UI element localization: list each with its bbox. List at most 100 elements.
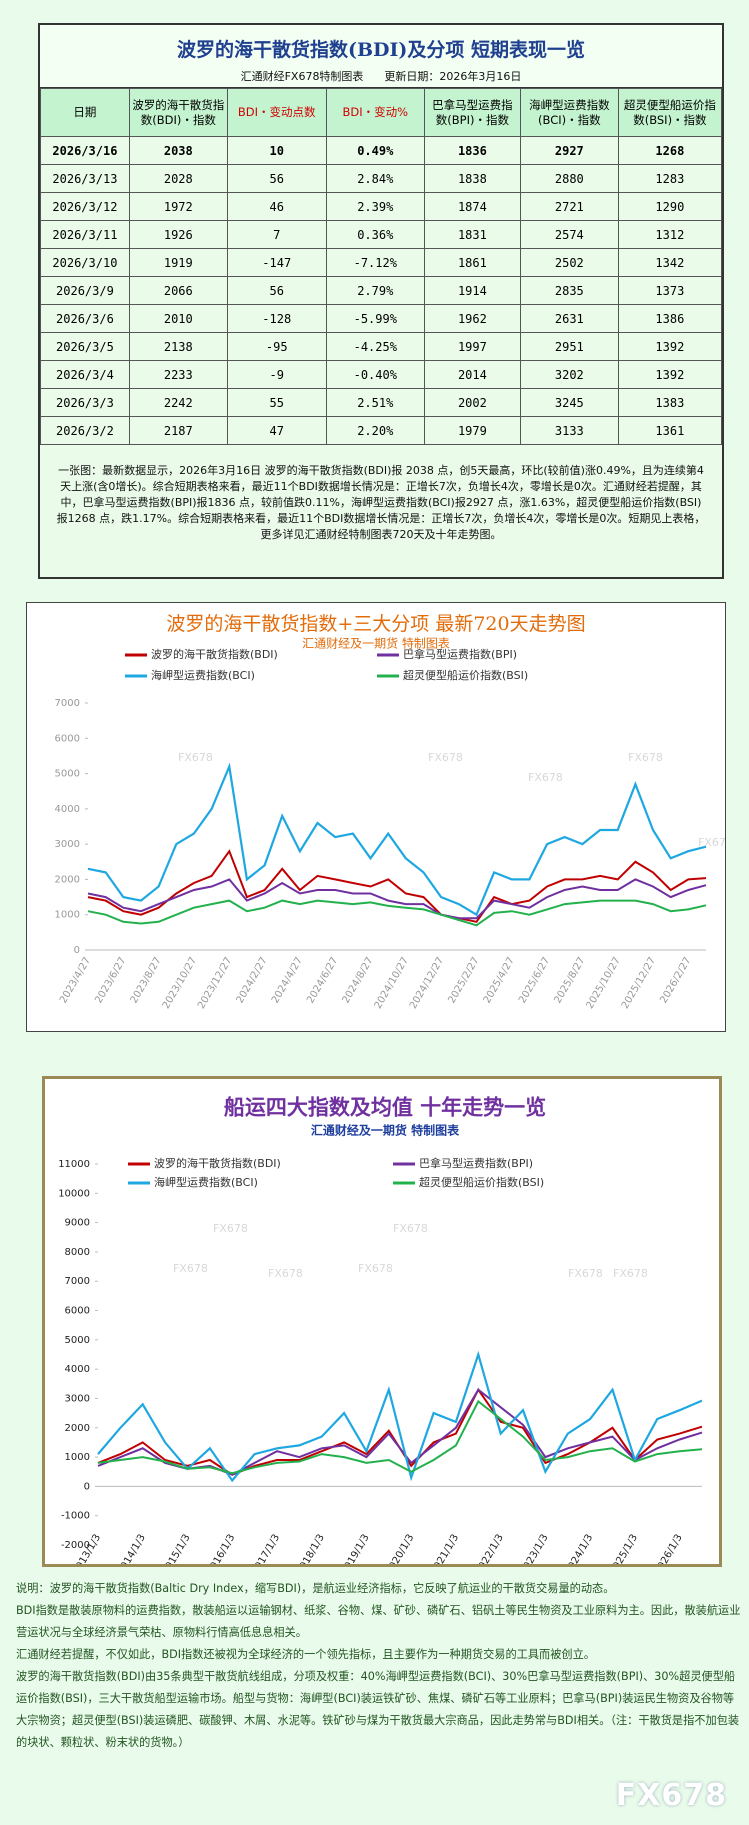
header-row: 日期 波罗的海干散货指数(BDI)・指数 BDI・变动点数 BDI・变动% 巴拿马型运费…	[40, 88, 723, 137]
x-tick-label: 2017/1/3	[250, 1533, 282, 1568]
table-cell: 2026/3/10	[40, 248, 130, 277]
table-cell: 2574	[519, 220, 619, 249]
legend-label: 海岬型运费指数(BCI)	[151, 668, 255, 682]
x-tick-label: 2024/10/27	[373, 956, 411, 1011]
chart-subtitle: 汇通财经及一期货 特制图表	[311, 1123, 460, 1138]
table-cell: -147	[226, 248, 327, 277]
y-tick-label: 11000	[58, 1159, 90, 1170]
table-cell: 1831	[423, 220, 521, 249]
table-cell: 2026/3/13	[40, 164, 130, 193]
x-tick-label: 2025/10/27	[585, 956, 623, 1011]
x-tick-label: 2023/4/27	[58, 956, 93, 1006]
table-cell: 2038	[128, 136, 228, 165]
x-tick-label: 2016/1/3	[205, 1533, 237, 1568]
table-cell: 2026/3/3	[40, 388, 130, 417]
legend-label: 超灵便型船运价指数(BSI)	[419, 1175, 544, 1189]
watermark: FX678	[173, 1262, 208, 1275]
table-cell: 1283	[617, 164, 723, 193]
footer-paragraph: 说明：波罗的海干散货指数(Baltic Dry Index，缩写BDI)，是航运…	[16, 1582, 615, 1595]
table-cell: 56	[226, 276, 327, 305]
table-cell: 2026/3/2	[40, 416, 130, 445]
y-tick-label: 0	[84, 1481, 90, 1492]
x-tick-label: 2025/8/27	[552, 956, 587, 1006]
x-tick-label: 2024/2/27	[235, 956, 270, 1006]
table-cell: 1874	[423, 192, 521, 221]
table-cell: 2951	[519, 332, 619, 361]
table-cell: 2138	[128, 332, 228, 361]
watermark: FX678	[568, 1267, 603, 1280]
table-cell: 3245	[519, 388, 619, 417]
table-row: 2026/3/5 2138 -95 -4.25% 1997 2951 1392	[40, 332, 723, 361]
y-tick-label: 8000	[65, 1247, 90, 1258]
x-tick-label: 2025/12/27	[620, 956, 658, 1011]
watermark: FX678	[178, 751, 213, 764]
table-cell: 1373	[617, 276, 723, 305]
table-cell: 2.39%	[325, 192, 425, 221]
table-cell: 1836	[423, 136, 521, 165]
table-subtitle: 汇通财经FX678特制图表 更新日期：2026年3月16日	[40, 68, 722, 84]
chart-title: 船运四大指数及均值 十年走势一览	[224, 1095, 546, 1120]
table-cell: 2927	[519, 136, 619, 165]
table-cell: 1972	[128, 192, 228, 221]
x-tick-label: 2024/12/27	[408, 956, 446, 1011]
summary-table: 日期 波罗的海干散货指数(BDI)・指数 BDI・变动点数 BDI・变动% 巴拿马型运费…	[40, 88, 723, 445]
table-cell: 7	[226, 220, 327, 249]
y-tick-label: -2000	[61, 1540, 90, 1551]
series-line	[87, 762, 707, 917]
table-header: 波罗的海干散货指数(BDI)及分项 短期表现一览 汇通财经FX678特制图表 更…	[40, 25, 722, 88]
table-cell: 0.36%	[325, 220, 425, 249]
table-title: 波罗的海干散货指数(BDI)及分项 短期表现一览	[176, 39, 586, 61]
table-row: 2026/3/11 1926 7 0.36% 1831 2574 1312	[40, 220, 723, 249]
legend-label: 波罗的海干散货指数(BDI)	[151, 647, 278, 661]
legend-label: 海岬型运费指数(BCI)	[154, 1175, 258, 1189]
y-tick-label: 3000	[65, 1393, 90, 1404]
table-cell: 2026/3/5	[40, 332, 130, 361]
table-row: 2026/3/6 2010 -128 -5.99% 1962 2631 1386	[40, 304, 723, 333]
table-cell: -128	[226, 304, 327, 333]
legend-label: 巴拿马型运费指数(BPI)	[419, 1156, 533, 1170]
watermark: FX678	[613, 1267, 648, 1280]
table-row: 2026/3/13 2028 56 2.84% 1838 2880 1283	[40, 164, 723, 193]
table-cell: 2066	[128, 276, 228, 305]
watermark: FX678	[358, 1262, 393, 1275]
summary-table-box: 波罗的海干散货指数(BDI)及分项 短期表现一览 汇通财经FX678特制图表 更…	[38, 23, 724, 579]
chart-title: 波罗的海干散货指数+三大分项 最新720天走势图	[166, 613, 585, 635]
x-tick-label: 2021/1/3	[429, 1533, 461, 1568]
table-cell: 56	[226, 164, 327, 193]
table-cell: 55	[226, 388, 327, 417]
x-tick-label: 2022/1/3	[474, 1533, 506, 1568]
y-tick-label: 2000	[55, 874, 80, 885]
column-header: 日期	[40, 88, 130, 137]
x-tick-label: 2023/10/27	[161, 956, 199, 1011]
y-tick-label: 5000	[65, 1335, 90, 1346]
table-cell: 2187	[128, 416, 228, 445]
table-cell: 2014	[423, 360, 521, 389]
table-cell: -7.12%	[325, 248, 425, 277]
watermark: FX678	[628, 751, 663, 764]
x-tick-label: 2025/4/27	[482, 956, 517, 1006]
x-tick-label: 2025/1/3	[608, 1533, 640, 1568]
table-cell: 1361	[617, 416, 723, 445]
column-header: BDI・变动点数	[226, 88, 327, 137]
x-tick-label: 2019/1/3	[340, 1533, 372, 1568]
y-tick-label: 5000	[55, 769, 80, 780]
table-cell: 2.79%	[325, 276, 425, 305]
y-tick-label: 6000	[65, 1306, 90, 1317]
x-tick-label: 2026/2/27	[658, 956, 693, 1006]
table-row: 2026/3/10 1919 -147 -7.12% 1861 2502 1342	[40, 248, 723, 277]
table-cell: 2026/3/6	[40, 304, 130, 333]
table-row: 2026/3/4 2233 -9 -0.40% 2014 3202 1392	[40, 360, 723, 389]
footer: 说明：波罗的海干散货指数(Baltic Dry Index，缩写BDI)，是航运…	[16, 1578, 744, 1754]
x-tick-label: 2015/1/3	[161, 1533, 193, 1568]
table-cell: 2028	[128, 164, 228, 193]
x-tick-label: 2023/12/27	[196, 956, 234, 1011]
table-cell: 1268	[617, 136, 723, 165]
logo: FX678	[615, 1778, 727, 1813]
table-cell: 1861	[423, 248, 521, 277]
x-tick-label: 2024/4/27	[270, 956, 305, 1006]
series-line	[97, 1399, 703, 1475]
column-header: BDI・变动%	[325, 88, 425, 137]
table-cell: 1386	[617, 304, 723, 333]
